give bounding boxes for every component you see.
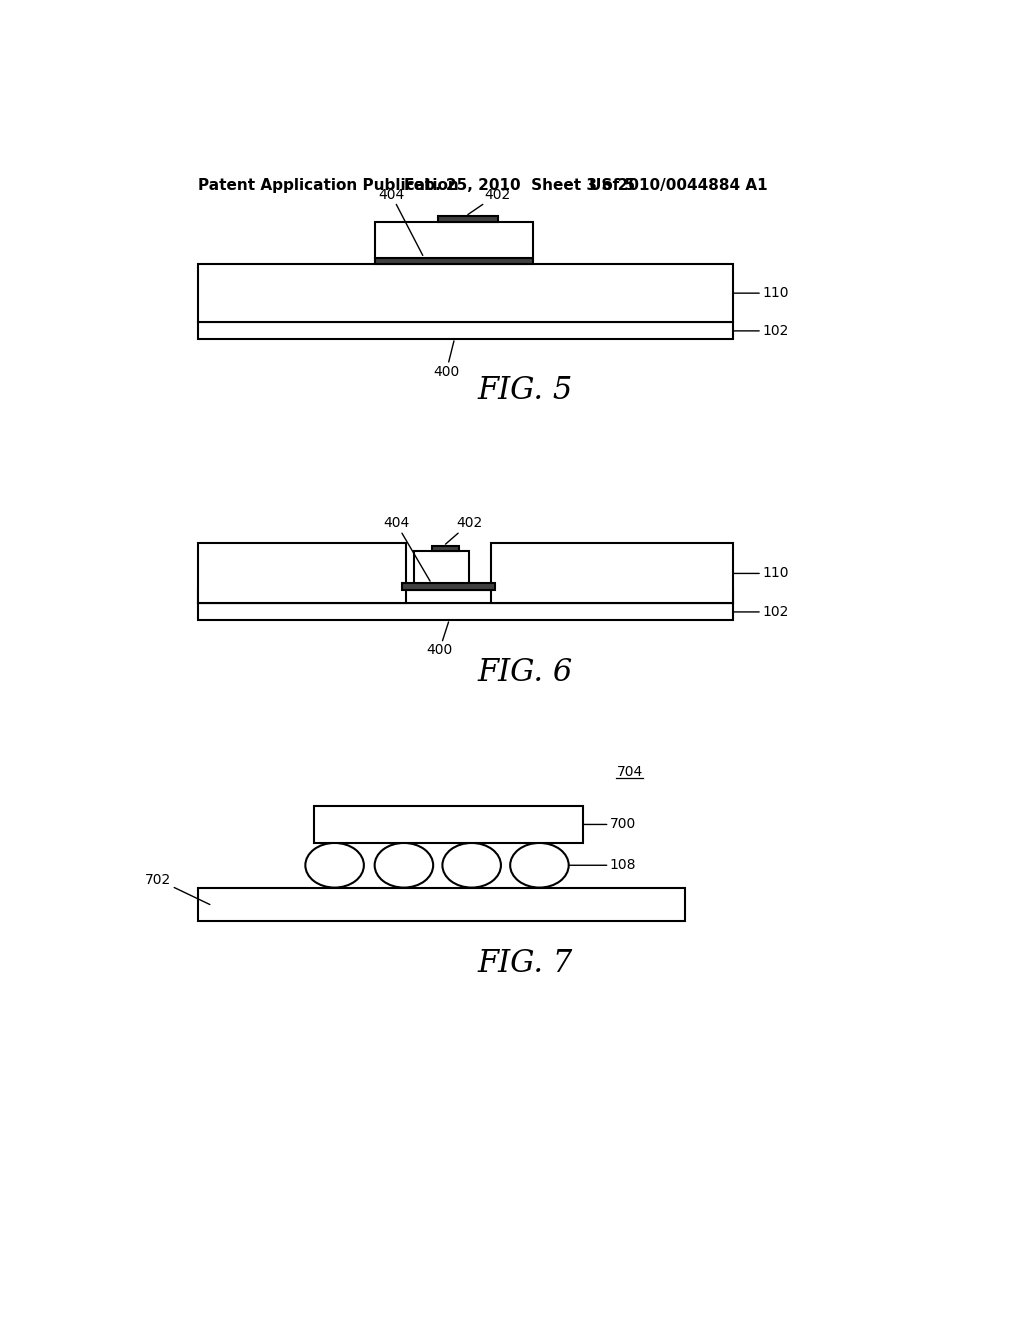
Text: 404: 404 xyxy=(383,516,430,581)
Bar xyxy=(313,807,584,843)
Bar xyxy=(414,552,469,583)
Bar xyxy=(432,545,459,552)
Text: 102: 102 xyxy=(733,605,788,619)
Text: 702: 702 xyxy=(145,873,210,904)
Text: 700: 700 xyxy=(584,817,636,832)
Bar xyxy=(490,544,733,603)
Text: 400: 400 xyxy=(426,622,453,657)
Bar xyxy=(376,257,534,264)
Text: US 2010/0044884 A1: US 2010/0044884 A1 xyxy=(589,178,767,193)
Text: Patent Application Publication: Patent Application Publication xyxy=(199,178,459,193)
Bar xyxy=(376,222,534,257)
Bar xyxy=(199,603,733,620)
Text: 110: 110 xyxy=(733,286,788,300)
Text: FIG. 7: FIG. 7 xyxy=(477,948,572,979)
Text: 402: 402 xyxy=(468,187,510,215)
Bar xyxy=(199,544,407,603)
Bar xyxy=(199,322,733,339)
Bar xyxy=(438,216,498,222)
Text: 110: 110 xyxy=(733,566,788,581)
Text: 108: 108 xyxy=(568,858,636,873)
Text: 704: 704 xyxy=(616,766,643,779)
Text: 102: 102 xyxy=(733,323,788,338)
Bar xyxy=(402,583,495,590)
Text: 400: 400 xyxy=(433,341,460,379)
Ellipse shape xyxy=(442,843,501,887)
Text: 404: 404 xyxy=(378,187,423,256)
Ellipse shape xyxy=(375,843,433,887)
Text: FIG. 6: FIG. 6 xyxy=(477,657,572,688)
Text: 402: 402 xyxy=(445,516,482,544)
Ellipse shape xyxy=(510,843,568,887)
Text: Feb. 25, 2010  Sheet 3 of 5: Feb. 25, 2010 Sheet 3 of 5 xyxy=(403,178,635,193)
Ellipse shape xyxy=(305,843,364,887)
Bar xyxy=(199,264,733,322)
Text: FIG. 5: FIG. 5 xyxy=(477,375,572,407)
Bar xyxy=(199,888,685,921)
Bar xyxy=(199,590,733,603)
